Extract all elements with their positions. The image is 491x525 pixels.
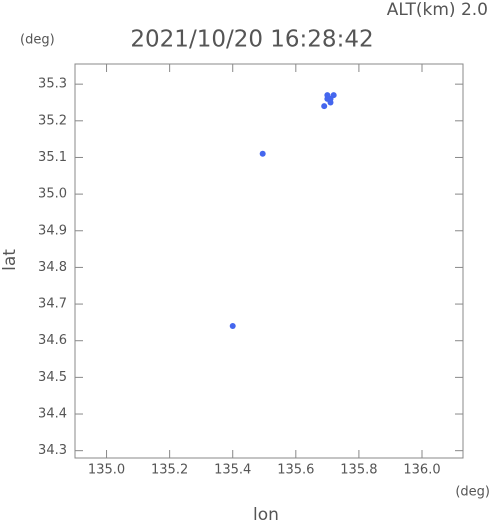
point bbox=[327, 95, 334, 102]
point bbox=[229, 323, 236, 330]
y-unit: (deg) bbox=[20, 33, 55, 48]
point bbox=[321, 103, 328, 110]
y-tick-label: 35.0 bbox=[38, 187, 67, 202]
chart-title: 2021/10/20 16:28:42 bbox=[130, 27, 373, 53]
x-tick-label: 136.0 bbox=[403, 463, 440, 478]
x-axis-label: lon bbox=[253, 505, 279, 521]
point bbox=[259, 150, 266, 157]
altitude-annotation: ALT(km) 2.0 bbox=[387, 0, 488, 20]
x-tick-label: 135.0 bbox=[88, 463, 125, 478]
y-tick-label: 35.1 bbox=[38, 150, 67, 165]
x-unit: (deg) bbox=[455, 485, 490, 500]
y-tick-label: 35.3 bbox=[38, 77, 67, 92]
x-tick-label: 135.2 bbox=[151, 463, 188, 478]
y-tick-label: 34.5 bbox=[38, 370, 67, 385]
y-axis-label: lat bbox=[0, 249, 20, 271]
y-tick-label: 34.3 bbox=[38, 443, 67, 458]
y-tick-label: 34.6 bbox=[38, 333, 67, 348]
y-tick-label: 34.4 bbox=[38, 407, 67, 422]
y-tick-label: 34.8 bbox=[38, 260, 67, 275]
y-tick-label: 35.2 bbox=[38, 113, 67, 128]
x-tick-label: 135.4 bbox=[214, 463, 251, 478]
plot-frame bbox=[74, 63, 464, 459]
y-tick-label: 34.9 bbox=[38, 223, 67, 238]
x-tick-label: 135.8 bbox=[340, 463, 377, 478]
x-tick-label: 135.6 bbox=[277, 463, 314, 478]
y-tick-label: 34.7 bbox=[38, 297, 67, 312]
